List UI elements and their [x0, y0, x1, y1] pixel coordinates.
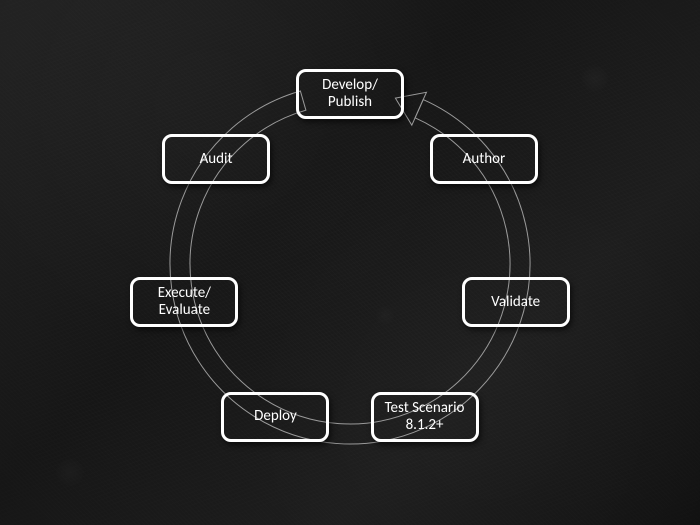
node-label: Deploy	[254, 408, 297, 425]
node-label: Validate	[491, 294, 540, 311]
node-label: Test Scenario 8.1.2+	[385, 400, 465, 435]
node-validate: Validate	[462, 277, 570, 327]
node-test-scenario: Test Scenario 8.1.2+	[371, 392, 479, 442]
node-label: Audit	[200, 151, 233, 168]
node-deploy: Deploy	[221, 392, 329, 442]
node-label: Develop/ Publish	[322, 77, 378, 112]
node-author: Author	[430, 134, 538, 184]
node-label: Author	[463, 151, 506, 168]
node-audit: Audit	[162, 134, 270, 184]
node-develop-publish: Develop/ Publish	[296, 69, 404, 119]
node-execute-evaluate: Execute/ Evaluate	[130, 277, 238, 327]
node-label: Execute/ Evaluate	[158, 285, 211, 320]
